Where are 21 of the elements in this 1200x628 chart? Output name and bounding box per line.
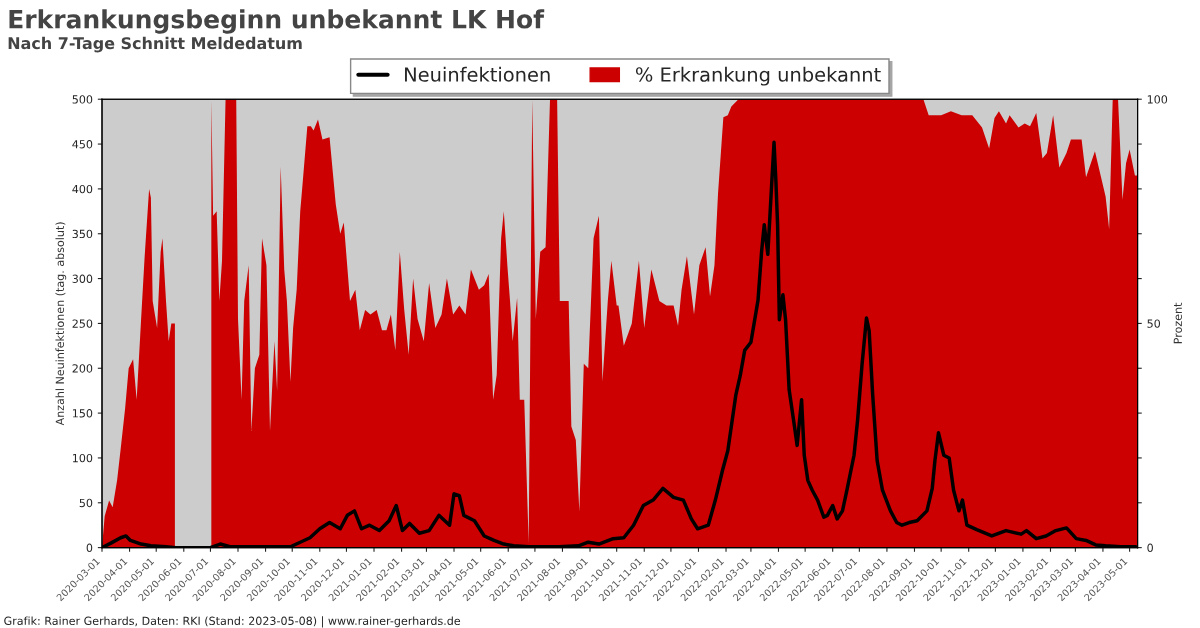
y-tick-label: 300 [72,274,93,283]
y-axis-title: Anzahl Neuinfektionen (tag. absolut) [55,222,67,426]
y-tick-label: 50 [79,498,93,508]
chart-title: Erkrankungsbeginn unbekannt LK Hof [9,9,545,34]
y-tick-label: 500 [72,95,93,104]
y-tick-label: 450 [72,140,93,149]
y-tick-label: 0 [86,543,93,552]
legend-label: Neuinfektionen [405,66,550,82]
y-tick-label: 250 [72,319,93,328]
chart-subtitle: Nach 7-Tage Schnitt Meldedatum [8,36,302,53]
y2-axis-title: Prozent [1173,302,1182,344]
text: Grafik: Rainer Gerhards, Daten: RKI (Stand: 2023-05-08) | www.rainer-gerhards.de [4,616,461,628]
y2-tick-label: 0 [1147,543,1153,552]
y-tick-label: 350 [72,229,93,239]
y2-tick-label: 100 [1147,95,1168,104]
y-tick-label: 150 [72,409,93,418]
y-tick-label: 400 [72,184,93,194]
legend-label: % Erkrankung unbekannt [635,66,881,86]
y-tick-label: 200 [72,364,93,373]
y2-tick-label: 50 [1147,319,1161,328]
y-tick-label: 100 [72,453,93,463]
